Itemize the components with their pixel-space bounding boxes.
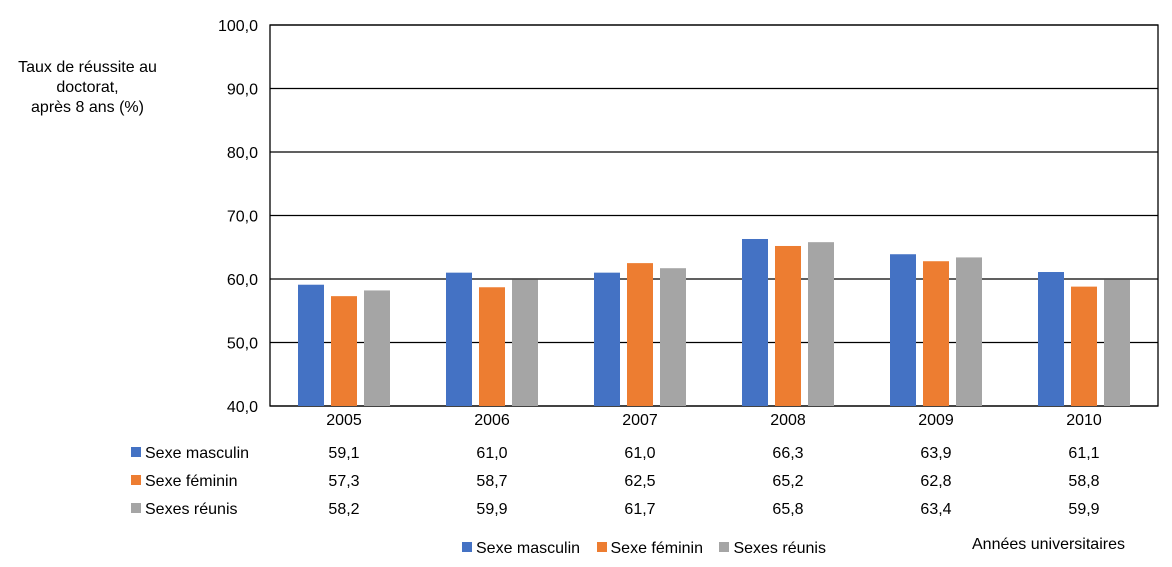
table-row-label-sexe-masculin: Sexe masculin bbox=[145, 445, 249, 462]
data-table-cell: 61,0 bbox=[476, 445, 507, 462]
bar-sexe-feminin-2009 bbox=[923, 261, 949, 406]
data-table-cell: 59,9 bbox=[476, 501, 507, 518]
bar-sexes-reunis-2005 bbox=[364, 290, 390, 406]
table-row-label-sexes-reunis: Sexes réunis bbox=[145, 501, 238, 518]
x-axis-title: Années universitaires bbox=[972, 536, 1125, 553]
data-table-cell: 57,3 bbox=[328, 473, 359, 490]
bar-sexes-reunis-2007 bbox=[660, 268, 686, 406]
x-tick-label: 2007 bbox=[622, 412, 658, 429]
bar-sexes-reunis-2008 bbox=[808, 242, 834, 406]
x-tick-label: 2005 bbox=[326, 412, 362, 429]
y-tick-label: 50,0 bbox=[227, 336, 258, 353]
legend-item-sexe-feminin: Sexe féminin bbox=[596, 540, 704, 558]
table-swatch-sexe-masculin bbox=[131, 447, 141, 457]
legend-swatch-sexe-feminin bbox=[596, 542, 607, 552]
legend-item-sexes-reunis: Sexes réunis bbox=[719, 540, 826, 558]
data-table-cell: 58,2 bbox=[328, 501, 359, 518]
y-axis-title-line-1: Taux de réussite au bbox=[18, 59, 157, 76]
x-tick-label: 2008 bbox=[770, 412, 806, 429]
data-table-cell: 62,5 bbox=[624, 473, 655, 490]
data-table-cell: 63,4 bbox=[920, 501, 951, 518]
y-tick-label: 70,0 bbox=[227, 209, 258, 226]
legend-item-sexe-masculin: Sexe masculin bbox=[462, 540, 580, 558]
y-tick-label: 100,0 bbox=[218, 18, 258, 35]
data-table-cell: 61,0 bbox=[624, 445, 655, 462]
bar-sexe-masculin-2007 bbox=[594, 272, 620, 406]
table-row-label-sexe-feminin: Sexe féminin bbox=[145, 473, 238, 490]
data-table-cell: 61,7 bbox=[624, 501, 655, 518]
legend-label-sexes-reunis: Sexes réunis bbox=[733, 540, 826, 557]
x-tick-label: 2006 bbox=[474, 412, 510, 429]
bar-sexe-feminin-2010 bbox=[1071, 286, 1097, 406]
data-table-cell: 58,7 bbox=[476, 473, 507, 490]
data-table-cell: 59,9 bbox=[1068, 501, 1099, 518]
bar-sexe-feminin-2005 bbox=[331, 296, 357, 406]
bar-sexe-feminin-2007 bbox=[627, 263, 653, 406]
table-swatch-sexes-reunis bbox=[131, 503, 141, 513]
bar-sexe-feminin-2008 bbox=[775, 245, 801, 406]
legend: Sexe masculin Sexe féminin Sexes réunis bbox=[462, 540, 838, 558]
bar-sexe-masculin-2005 bbox=[298, 284, 324, 406]
bar-sexe-masculin-2008 bbox=[742, 238, 768, 406]
data-table-cell: 61,1 bbox=[1068, 445, 1099, 462]
table-swatch-sexe-feminin bbox=[131, 475, 141, 485]
legend-swatch-sexe-masculin bbox=[462, 542, 472, 552]
data-table-cell: 65,8 bbox=[772, 501, 803, 518]
bar-sexe-feminin-2006 bbox=[479, 287, 505, 406]
y-tick-label: 90,0 bbox=[227, 82, 258, 99]
y-axis-title: Taux de réussite au doctorat, après 8 an… bbox=[0, 58, 175, 118]
x-tick-label: 2009 bbox=[918, 412, 954, 429]
y-tick-label: 40,0 bbox=[227, 399, 258, 416]
data-table-cell: 63,9 bbox=[920, 445, 951, 462]
data-table-cell: 59,1 bbox=[328, 445, 359, 462]
plot-area-border bbox=[269, 24, 1159, 407]
data-table-cell: 65,2 bbox=[772, 473, 803, 490]
y-axis-title-line-3: après 8 ans (%) bbox=[31, 99, 144, 116]
bar-sexes-reunis-2009 bbox=[956, 257, 982, 406]
bar-sexe-masculin-2010 bbox=[1038, 272, 1064, 406]
bar-sexes-reunis-2006 bbox=[512, 279, 538, 406]
data-table-cell: 62,8 bbox=[920, 473, 951, 490]
legend-label-sexe-masculin: Sexe masculin bbox=[476, 540, 581, 557]
y-tick-label: 80,0 bbox=[227, 145, 258, 162]
bar-sexe-masculin-2006 bbox=[446, 272, 472, 406]
y-tick-label: 60,0 bbox=[227, 272, 258, 289]
bar-sexe-masculin-2009 bbox=[890, 254, 916, 406]
x-tick-label: 2010 bbox=[1066, 412, 1102, 429]
data-table-cell: 58,8 bbox=[1068, 473, 1099, 490]
y-axis-title-line-2: doctorat, bbox=[56, 79, 119, 96]
legend-label-sexe-feminin: Sexe féminin bbox=[610, 540, 704, 557]
data-table-cell: 66,3 bbox=[772, 445, 803, 462]
legend-swatch-sexes-reunis bbox=[719, 542, 730, 552]
bar-sexes-reunis-2010 bbox=[1104, 279, 1130, 406]
